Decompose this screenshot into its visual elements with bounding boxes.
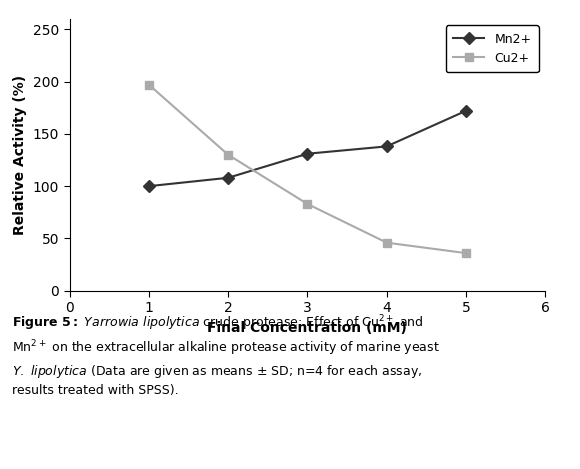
Cu2+ (146, 82, 153, 88)
Cu2+ (224, 152, 231, 158)
Cu2+ (462, 250, 469, 256)
Mn2+ (383, 144, 390, 149)
Mn2+ (224, 175, 231, 181)
Text: $\bf{Figure\ 5:}$ $\it{Yarrowia\ lipolytica}$ crude protease: Effect of Cu$^{2+}: $\bf{Figure\ 5:}$ $\it{Yarrowia\ lipolyt… (12, 313, 439, 397)
Line: Cu2+: Cu2+ (144, 81, 470, 257)
X-axis label: Final Concentration (mM): Final Concentration (mM) (208, 321, 407, 335)
Legend: Mn2+, Cu2+: Mn2+, Cu2+ (445, 25, 539, 72)
Y-axis label: Relative Activity (%): Relative Activity (%) (13, 75, 27, 235)
Cu2+ (383, 240, 390, 245)
Mn2+ (462, 108, 469, 113)
Cu2+ (304, 201, 311, 207)
Mn2+ (146, 183, 153, 189)
Mn2+ (304, 151, 311, 157)
Line: Mn2+: Mn2+ (144, 106, 470, 190)
